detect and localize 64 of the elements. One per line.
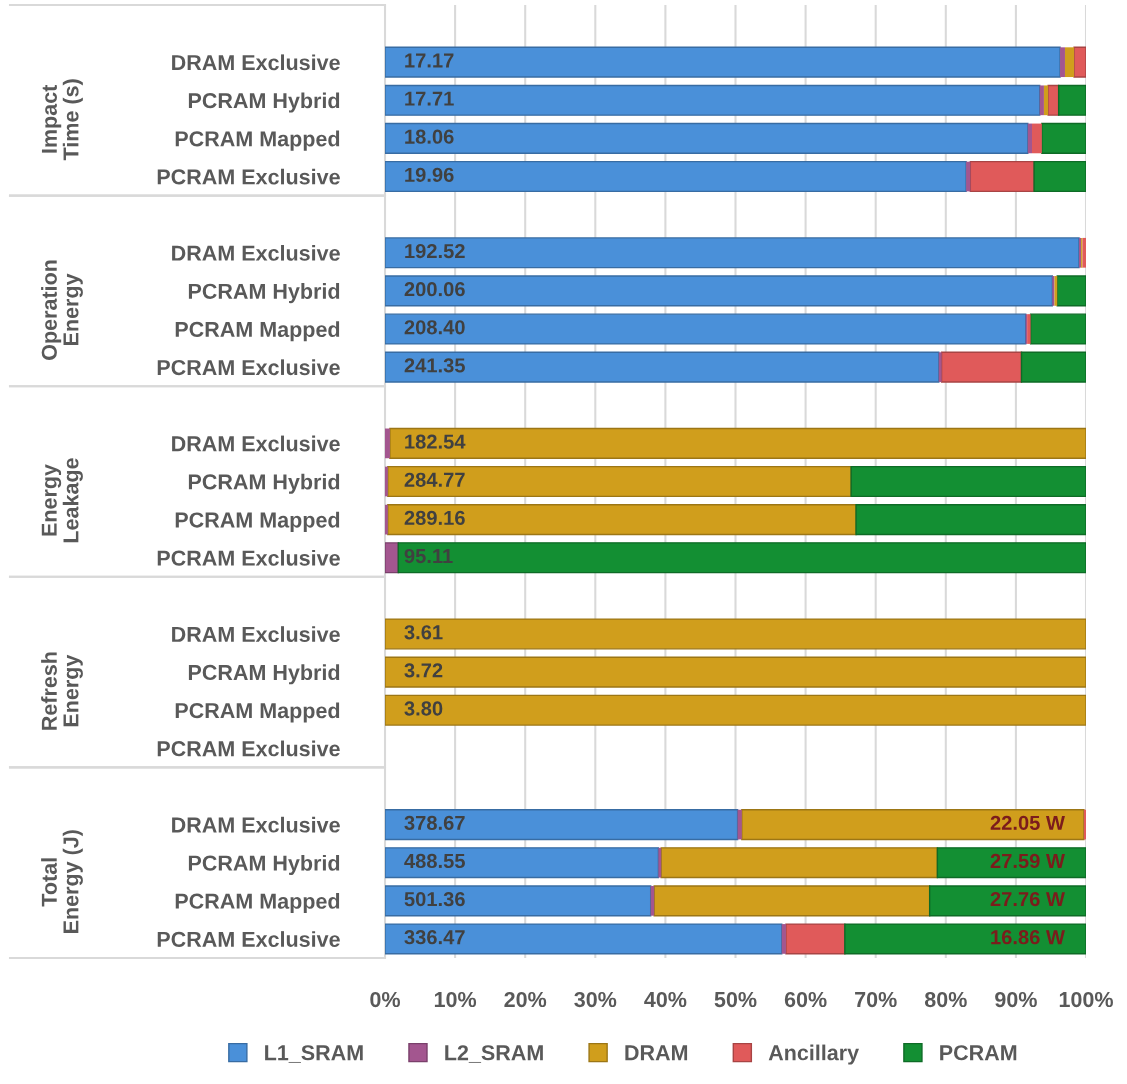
x-tick-label: 70% (855, 991, 897, 1008)
legend-label: PCRAM (940, 1045, 1017, 1061)
y-tick-label: PCRAM Exclusive (157, 931, 340, 947)
y-tick-label: PCRAM Mapped (175, 893, 340, 914)
y-tick-label: PCRAM Exclusive (157, 740, 340, 757)
annotation: 289.16 (404, 510, 465, 526)
x-tick-label: 100% (1059, 991, 1113, 1008)
annotation: 182.54 (405, 434, 466, 449)
x-tick-label: 0% (370, 991, 400, 1008)
annotation: 27.76 W (990, 891, 1065, 907)
y-tick-label: PCRAM Exclusive (157, 168, 340, 185)
x-tick-label: 80% (924, 991, 967, 1008)
x-tick-label: 30% (574, 991, 617, 1008)
annotation: 241.35 (404, 358, 465, 373)
annotation: 501.36 (404, 891, 465, 907)
y-tick-label: PCRAM Hybrid (188, 283, 340, 304)
annotation: 27.59 W (990, 853, 1065, 869)
y-tick-label: PCRAM Exclusive (157, 549, 340, 566)
annotation: 208.40 (404, 320, 465, 335)
x-tick-label: 40% (644, 991, 687, 1008)
y-tick-label: PCRAM Exclusive (157, 359, 340, 376)
y-tick-label: DRAM Exclusive (172, 435, 340, 452)
y-tick-label: PCRAM Hybrid (188, 92, 340, 113)
y-tick-label: PCRAM Hybrid (188, 664, 340, 685)
annotation: 284.77 (404, 472, 465, 487)
x-tick-label: 60% (784, 991, 827, 1008)
legend-label: L2_SRAM (445, 1045, 543, 1063)
legend-label: Ancillary (768, 1044, 859, 1065)
text: Refresh Energy (41, 652, 83, 730)
annotation: 16.86 W (991, 930, 1065, 945)
annotation: 336.47 (404, 930, 465, 945)
x-tick-label: 90% (995, 991, 1037, 1008)
annotation: 3.61 (404, 625, 443, 640)
x-tick-label: 20% (504, 991, 547, 1008)
text: Impact Time (s) (41, 79, 83, 161)
y-tick-label: DRAM Exclusive (172, 54, 340, 71)
y-tick-label: PCRAM Mapped (175, 321, 340, 342)
annotation: 17.17 (405, 53, 454, 68)
text: Operation Energy (41, 260, 83, 360)
annotation: 3.80 (404, 701, 443, 716)
annotation: 192.52 (405, 243, 465, 259)
x-tick-label: 50% (714, 991, 757, 1008)
annotation: 17.71 (405, 91, 454, 106)
legend-label: L1_SRAM (265, 1045, 363, 1063)
y-tick-label: PCRAM Hybrid (188, 854, 340, 875)
y-tick-label: PCRAM Mapped (175, 702, 340, 723)
y-tick-label: PCRAM Hybrid (188, 473, 340, 494)
y-tick-label: PCRAM Mapped (175, 511, 340, 532)
annotation: 3.72 (404, 663, 443, 678)
annotation: 22.05 W (990, 815, 1065, 830)
annotation: 488.55 (404, 853, 465, 869)
text: Total Energy (J) (41, 830, 83, 933)
y-tick-label: DRAM Exclusive (172, 626, 340, 642)
y-tick-label: PCRAM Mapped (175, 130, 340, 151)
annotation: 18.06 (405, 129, 454, 144)
annotation: 95.11 (404, 548, 453, 564)
text: Energy Leakage (41, 458, 83, 543)
y-tick-label: DRAM Exclusive (172, 816, 340, 833)
annotation: 378.67 (404, 815, 465, 831)
legend-label: DRAM (625, 1045, 688, 1061)
annotation: 200.06 (404, 282, 465, 297)
annotation: 19.96 (405, 167, 454, 182)
y-tick-label: DRAM Exclusive (172, 244, 340, 261)
x-tick-label: 10% (434, 991, 477, 1008)
